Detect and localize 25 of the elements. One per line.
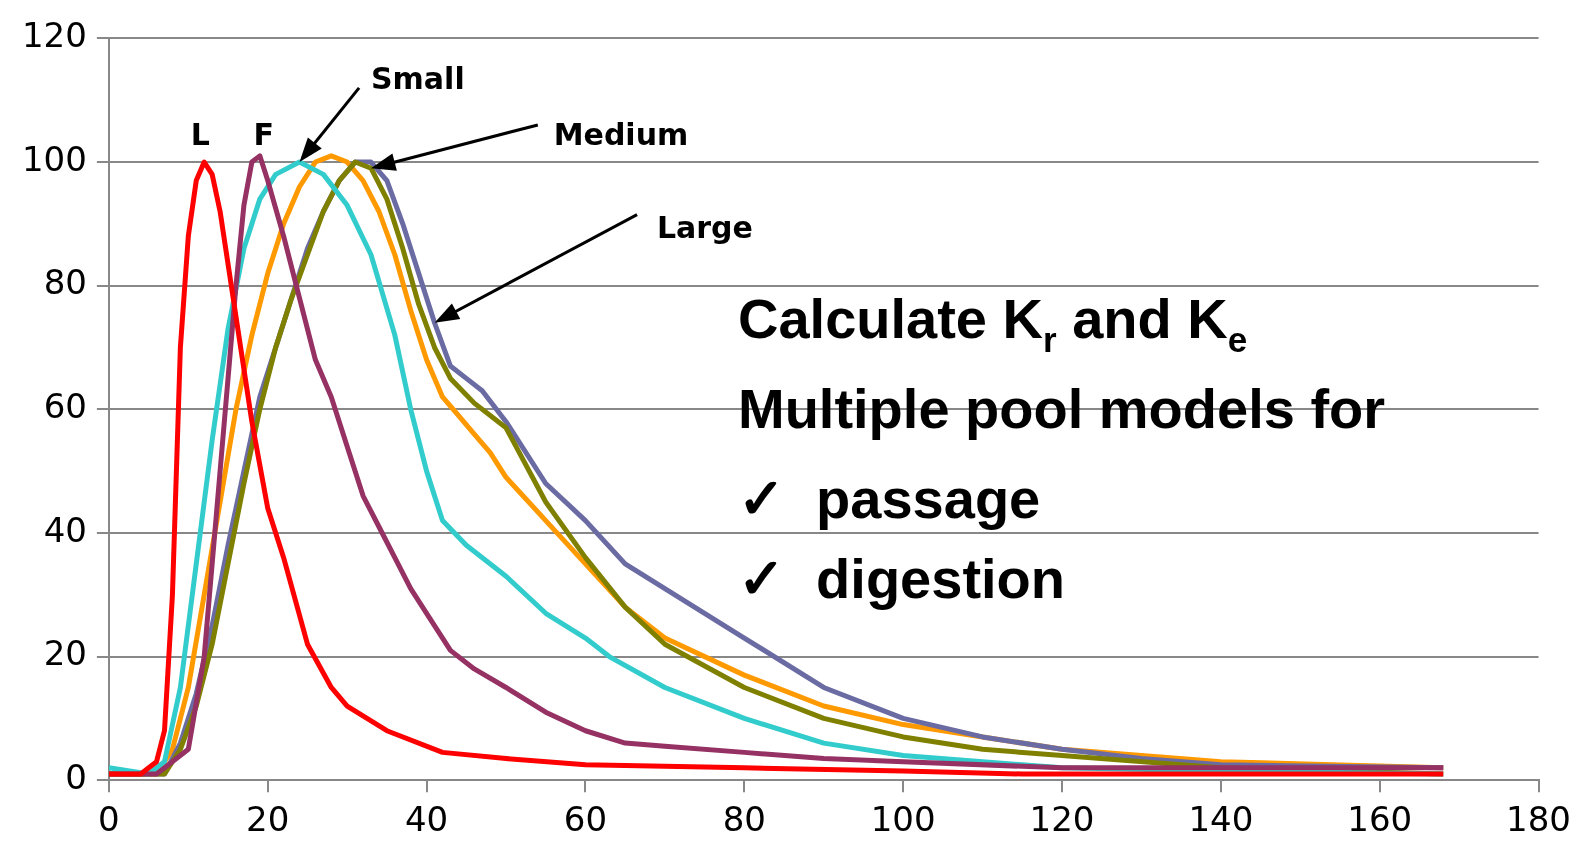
x-tick-label: 0 — [98, 799, 120, 840]
annotation: L — [190, 117, 210, 153]
annotation: Large — [656, 209, 753, 245]
annotation: Multiple pool models for — [738, 377, 1386, 440]
y-tick-label: 100 — [21, 138, 87, 179]
y-tick-label: 60 — [43, 386, 87, 427]
annotation: Small — [371, 61, 465, 97]
annotation: Medium — [553, 117, 689, 153]
y-tick-label: 20 — [43, 633, 87, 674]
x-tick-label: 120 — [1029, 799, 1095, 840]
x-tick-label: 160 — [1347, 799, 1413, 840]
x-tick-label: 100 — [870, 799, 936, 840]
y-tick-label: 0 — [65, 757, 87, 798]
x-tick-label: 60 — [563, 799, 608, 840]
x-tick-label: 140 — [1188, 799, 1254, 840]
x-tick-label: 80 — [722, 799, 766, 840]
annotation: F — [253, 117, 275, 153]
x-tick-label: 20 — [246, 799, 290, 840]
x-tick-label: 40 — [404, 799, 449, 840]
x-tick-label: 180 — [1506, 799, 1572, 840]
annotation: ✓ digestion — [738, 547, 1065, 610]
y-tick-label: 40 — [43, 509, 87, 550]
annotation: ✓ passage — [738, 467, 1041, 530]
y-tick-label: 120 — [21, 15, 87, 56]
y-tick-label: 80 — [43, 262, 87, 303]
